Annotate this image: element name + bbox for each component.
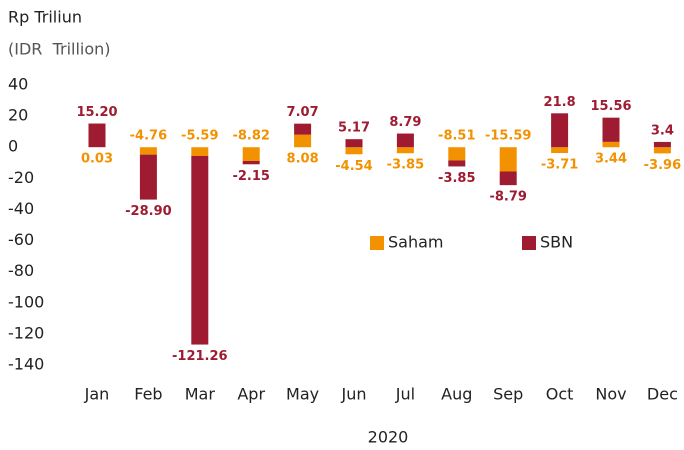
x-tick-label: Oct <box>546 385 574 404</box>
bar-segment <box>500 147 517 171</box>
value-label: -28.90 <box>125 204 172 219</box>
x-tick-label: Apr <box>237 385 265 404</box>
legend-label: Saham <box>388 233 444 252</box>
value-label: 7.07 <box>287 105 319 120</box>
value-label: -4.54 <box>335 159 372 174</box>
bar-segment <box>551 147 568 153</box>
value-label: -3.85 <box>438 171 475 186</box>
bar-segment <box>654 147 671 153</box>
bar-segment <box>551 113 568 147</box>
value-label: -8.79 <box>489 190 526 205</box>
bar-segment <box>603 118 620 142</box>
value-label: 3.44 <box>595 152 627 167</box>
y-axis-title: Rp Triliun <box>8 8 82 27</box>
value-label: -121.26 <box>172 349 228 364</box>
value-label: 8.79 <box>389 115 421 130</box>
value-label: 8.08 <box>287 152 319 167</box>
x-tick-label: May <box>286 385 319 404</box>
value-label: 21.8 <box>544 95 576 110</box>
x-tick-label: Dec <box>647 385 678 404</box>
bar-segment <box>191 156 208 345</box>
legend-swatch <box>522 236 536 250</box>
bar-segment <box>89 124 106 148</box>
value-label: -3.71 <box>541 157 578 172</box>
bar-segment <box>294 124 311 135</box>
value-label: 0.03 <box>81 152 113 167</box>
y-tick-label: 0 <box>8 137 18 156</box>
value-label: 3.4 <box>651 123 674 138</box>
value-label: 15.20 <box>76 105 117 120</box>
y-tick-label: -100 <box>8 292 44 311</box>
chart: Rp Triliun (IDR Trillion) 2020 40 20 0 -20 -… <box>0 0 684 450</box>
value-label: -8.51 <box>438 129 475 144</box>
bar-segment <box>603 142 620 147</box>
x-tick-label: Sep <box>493 385 523 404</box>
bar-segment <box>397 134 414 148</box>
bar-segment <box>243 147 260 161</box>
bar-segment <box>346 147 363 154</box>
y-axis-subtitle: (IDR Trillion) <box>8 40 111 59</box>
x-tick-label: Jan <box>84 385 110 404</box>
value-label: -3.96 <box>644 158 681 173</box>
value-label: -15.59 <box>485 129 532 144</box>
value-label: -5.59 <box>181 129 218 144</box>
bar-segment <box>500 171 517 185</box>
y-tick-label: -120 <box>8 323 44 342</box>
value-label: -3.85 <box>387 158 424 173</box>
y-tick-label: -80 <box>8 261 34 280</box>
bar-segment <box>243 161 260 164</box>
x-tick-label: Mar <box>185 385 216 404</box>
bar-segment <box>191 147 208 156</box>
bar-segment <box>448 147 465 160</box>
bar-segment <box>294 135 311 148</box>
y-tick-label: 20 <box>8 106 28 125</box>
bar-segment <box>654 142 671 147</box>
bar-segment <box>140 155 157 200</box>
bar-segment <box>448 160 465 166</box>
x-tick-label: Feb <box>134 385 162 404</box>
x-tick-label: Jun <box>341 385 367 404</box>
value-label: -8.82 <box>232 129 269 144</box>
y-tick-label: 40 <box>8 75 28 94</box>
x-axis-title: 2020 <box>368 428 409 447</box>
y-tick-label: -140 <box>8 355 44 374</box>
bar-segment <box>140 147 157 154</box>
y-tick-label: -40 <box>8 199 34 218</box>
bar-segment <box>397 147 414 153</box>
y-tick-label: -20 <box>8 168 34 187</box>
bar-segment <box>346 139 363 147</box>
value-label: 15.56 <box>590 99 631 114</box>
legend-label: SBN <box>540 233 573 252</box>
legend-swatch <box>370 236 384 250</box>
x-tick-label: Nov <box>595 385 626 404</box>
value-label: 5.17 <box>338 121 370 136</box>
value-label: -2.15 <box>232 169 269 184</box>
y-tick-label: -60 <box>8 230 34 249</box>
x-tick-label: Jul <box>395 385 415 404</box>
x-tick-label: Aug <box>441 385 472 404</box>
value-label: -4.76 <box>130 129 167 144</box>
